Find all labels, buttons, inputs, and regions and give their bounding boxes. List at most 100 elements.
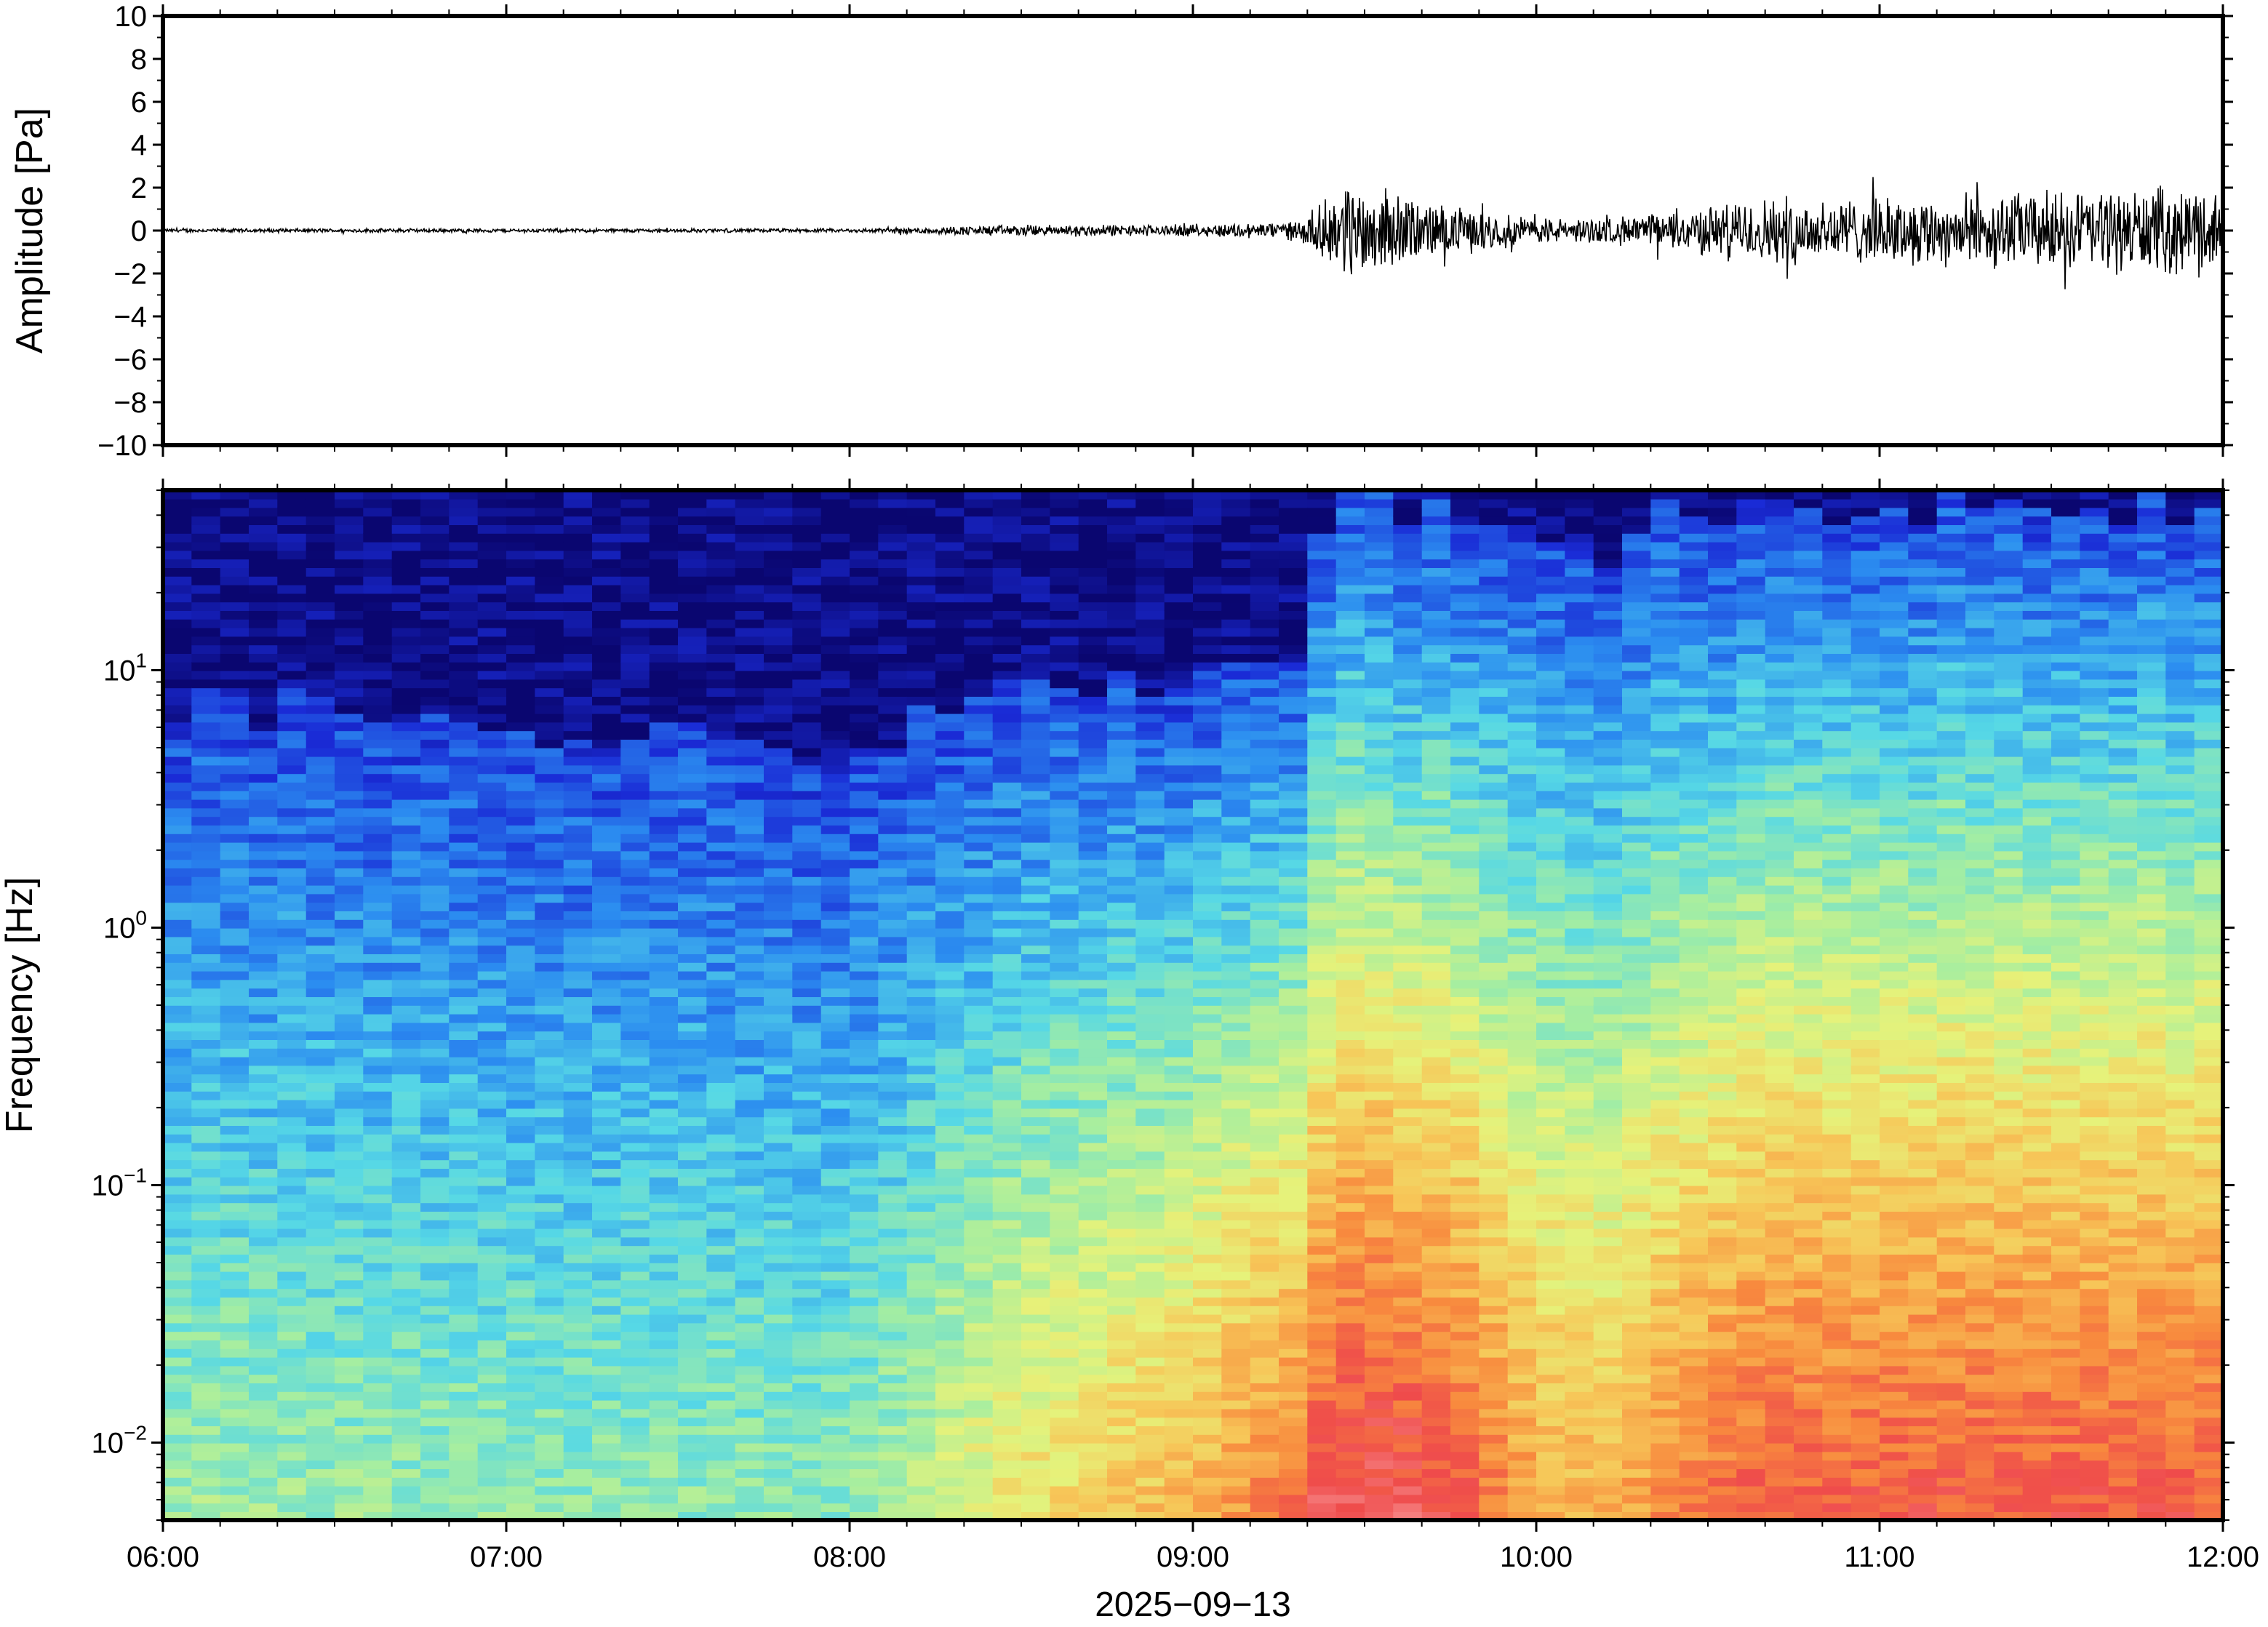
spectrogram-cell	[1221, 808, 1250, 818]
spectrogram-cell	[363, 1391, 392, 1401]
spectrogram-cell	[821, 988, 850, 997]
spectrogram-cell	[420, 911, 450, 920]
spectrogram-cell	[449, 808, 478, 818]
spectrogram-cell	[592, 1125, 621, 1135]
spectrogram-cell	[735, 1031, 764, 1040]
waveform-y-tick-label: −6	[113, 344, 147, 376]
spectrogram-cell	[249, 1323, 278, 1332]
spectrogram-cell	[1165, 1280, 1194, 1290]
spectrogram-cell	[363, 1194, 392, 1204]
spectrogram-cell	[1250, 1228, 1279, 1238]
spectrogram-cell	[1165, 885, 1194, 895]
spectrogram-cell	[1193, 1091, 1222, 1100]
spectrogram-cell	[1021, 1288, 1050, 1298]
spectrogram-cell	[478, 1228, 507, 1238]
spectrogram-cell	[1279, 971, 1308, 980]
spectrogram-cell	[964, 739, 993, 748]
spectrogram-cell	[706, 1237, 735, 1247]
spectrogram-cell	[506, 1177, 535, 1186]
spectrogram-cell	[878, 1297, 907, 1306]
spectrogram-cell	[1279, 1237, 1308, 1247]
spectrogram-cell	[506, 1159, 535, 1169]
spectrogram-cell	[735, 559, 764, 568]
spectrogram-cell	[706, 1134, 735, 1143]
spectrogram-cell	[650, 1082, 679, 1092]
spectrogram-cell	[850, 1228, 879, 1238]
spectrogram-cell	[277, 1495, 306, 1504]
spectrogram-cell	[735, 610, 764, 620]
spectrogram-cell	[564, 1340, 593, 1349]
spectrogram-cell	[1021, 1143, 1050, 1152]
spectrogram-cell	[392, 782, 421, 791]
spectrogram-cell	[1107, 1297, 1136, 1306]
spectrogram-cell	[1107, 1348, 1136, 1358]
spectrogram-cell	[564, 1263, 593, 1272]
spectrogram-cell	[1250, 988, 1279, 997]
spectrogram-cell	[735, 619, 764, 628]
spectrogram-cell	[764, 533, 793, 543]
spectrogram-cell	[706, 1057, 735, 1066]
spectrogram-cell	[1050, 1194, 1079, 1204]
spectrogram-cell	[907, 919, 936, 929]
spectrogram-cell	[850, 996, 879, 1006]
spectrogram-cell	[592, 1503, 621, 1512]
spectrogram-cell	[850, 799, 879, 809]
spectrogram-cell	[1193, 954, 1222, 963]
spectrogram-cell	[620, 1409, 650, 1418]
spectrogram-cell	[1079, 1005, 1108, 1015]
spectrogram-cell	[1079, 559, 1108, 568]
spectrogram-cell	[1307, 1477, 1336, 1487]
spectrogram-cell	[1250, 1125, 1279, 1135]
spectrogram-cell	[535, 1409, 564, 1418]
spectrogram-cell	[335, 1245, 364, 1255]
spectrogram-cell	[850, 1503, 879, 1512]
spectrogram-cell	[249, 1134, 278, 1143]
spectrogram-cell	[764, 593, 793, 603]
spectrogram-cell	[764, 1211, 793, 1220]
spectrogram-cell	[506, 1091, 535, 1100]
spectrogram-cell	[878, 1194, 907, 1204]
spectrogram-cell	[850, 1134, 879, 1143]
spectrogram-cell	[764, 859, 793, 868]
spectrogram-cell	[564, 628, 593, 637]
spectrogram-cell	[392, 516, 421, 525]
spectrogram-cell	[935, 1039, 965, 1049]
spectrogram-cell	[306, 533, 335, 543]
spectrogram-cell	[1279, 576, 1308, 585]
spectrogram-cell	[1193, 653, 1222, 663]
spectrogram-cell	[650, 542, 679, 551]
spectrogram-cell	[535, 601, 564, 611]
spectrogram-cell	[449, 988, 478, 997]
spectrogram-cell	[564, 748, 593, 757]
spectrogram-cell	[821, 722, 850, 732]
spectrogram-cell	[191, 1057, 220, 1066]
spectrogram-cell	[993, 653, 1022, 663]
spectrogram-cell	[306, 1151, 335, 1161]
spectrogram-cell	[650, 1220, 679, 1229]
spectrogram-cell	[1193, 1211, 1222, 1220]
spectrogram-cell	[792, 1357, 821, 1367]
spectrogram-cell	[1107, 696, 1136, 705]
spectrogram-cell	[1193, 1468, 1222, 1478]
spectrogram-cell	[1307, 1383, 1336, 1392]
spectrogram-cell	[850, 928, 879, 938]
spectrogram-cell	[449, 628, 478, 637]
spectrogram-cell	[1135, 1202, 1165, 1212]
spectrogram-cell	[506, 859, 535, 868]
spectrogram-cell	[1107, 662, 1136, 671]
spectrogram-cell	[306, 851, 335, 860]
spectrogram-cell	[1021, 713, 1050, 723]
spectrogram-cell	[1250, 1434, 1279, 1444]
spectrogram-cell	[163, 876, 192, 886]
spectrogram-cell	[1079, 1348, 1108, 1358]
spectrogram-cell	[1250, 739, 1279, 748]
spectrogram-cell	[735, 739, 764, 748]
spectrogram-cell	[478, 1134, 507, 1143]
spectrogram-cell	[535, 1486, 564, 1495]
spectrogram-cell	[392, 859, 421, 868]
spectrogram-cell	[993, 1452, 1022, 1461]
spectrogram-cell	[249, 1288, 278, 1298]
spectrogram-cell	[735, 971, 764, 980]
spectrogram-cell	[1307, 1400, 1336, 1410]
spectrogram-cell	[764, 1005, 793, 1015]
